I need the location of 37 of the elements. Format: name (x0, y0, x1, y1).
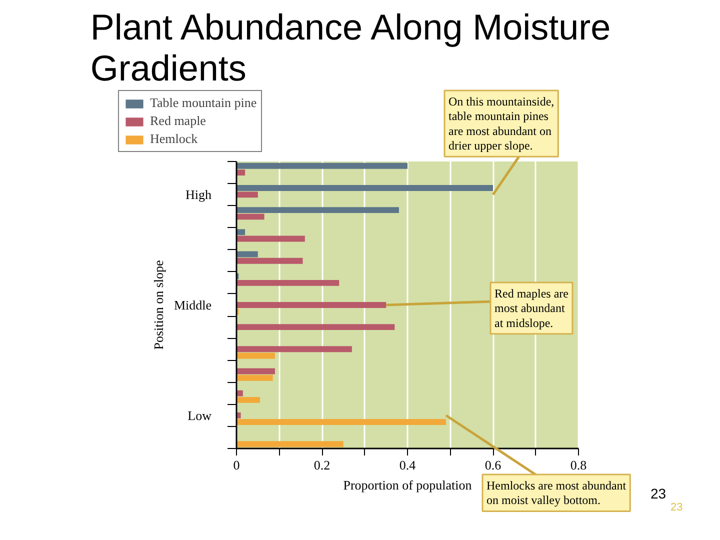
bar (236, 185, 493, 191)
bar (236, 368, 275, 374)
bar (236, 324, 395, 330)
bar (236, 207, 399, 214)
text: 23 (670, 502, 683, 514)
x-tick-label: 0.2 (314, 458, 330, 472)
bar (236, 251, 258, 258)
bar (236, 280, 340, 286)
bar (236, 396, 260, 403)
y-axis-title: Position on slope (150, 260, 166, 350)
bar (236, 346, 352, 352)
legend-label: Table mountain pine (150, 95, 257, 111)
x-tick-label: 0 (233, 458, 240, 472)
bar (236, 214, 264, 220)
x-tick-label: 0.4 (399, 458, 416, 472)
chart-title: Plant Abundance Along Moisture Gradients (90, 6, 611, 88)
legend-label: Hemlock (150, 131, 198, 147)
annotation: Hemlocks are most abundant on moist valley bottom. (486, 478, 627, 508)
bar (236, 419, 446, 425)
bar (236, 374, 273, 381)
bar (236, 302, 386, 308)
bar (236, 236, 305, 242)
bar (236, 258, 303, 264)
annotation: Red maples are most abundant at midslope. (494, 286, 568, 330)
y-tick-label: High (186, 187, 212, 202)
x-tick-label: 0.6 (484, 458, 502, 472)
x-tick-label: 0.8 (570, 458, 587, 472)
annotation: On this mountainside, table mountain pines are most abundant on drier upper slope. (448, 94, 554, 153)
legend-label: Red maple (150, 113, 206, 129)
y-tick-label: Low (188, 408, 212, 423)
text: 23 (650, 486, 666, 502)
bar (236, 352, 275, 359)
y-tick-label: Middle (174, 298, 212, 312)
bar (236, 162, 408, 169)
bar (236, 192, 258, 198)
bar (236, 441, 344, 448)
x-axis-title: Proportion of population (343, 478, 472, 492)
